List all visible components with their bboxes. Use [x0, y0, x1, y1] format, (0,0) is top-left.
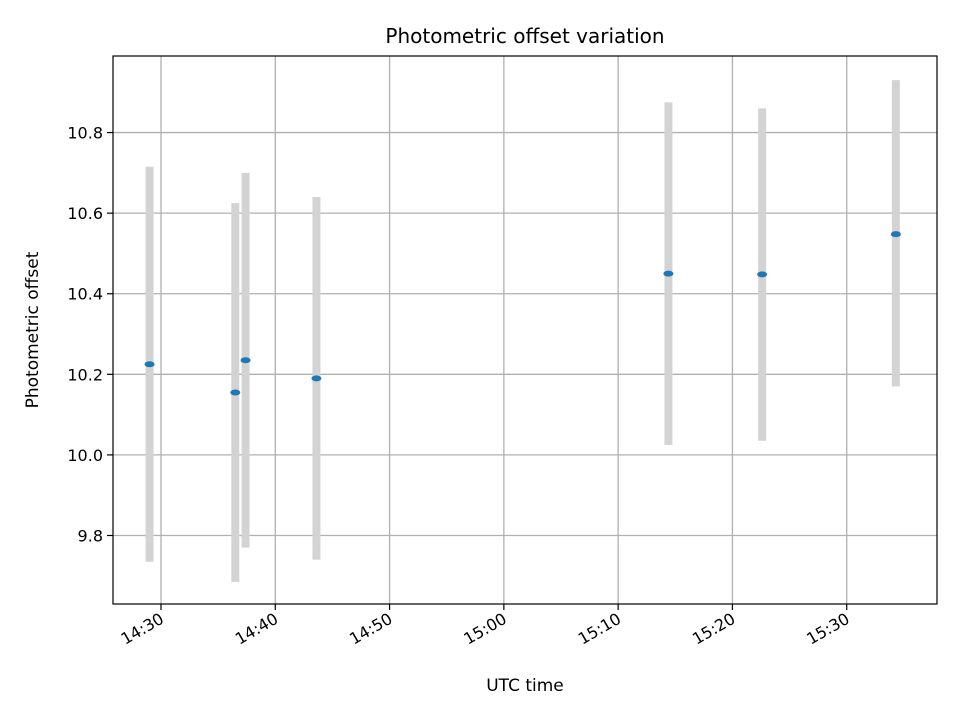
x-tick-label: 15:00	[460, 609, 509, 649]
chart-title: Photometric offset variation	[385, 24, 664, 48]
y-axis-label: Photometric offset	[23, 251, 43, 408]
x-tick-label: 15:20	[689, 609, 738, 649]
x-axis-label: UTC time	[486, 676, 564, 696]
y-tick-label: 10.6	[67, 204, 103, 223]
y-tick-label: 10.2	[67, 365, 103, 384]
y-tick-label: 10.0	[67, 446, 103, 465]
data-point	[144, 361, 155, 368]
data-point	[311, 375, 322, 382]
plot-frame	[112, 55, 938, 605]
y-tick-label: 10.4	[67, 285, 103, 304]
y-tick-label: 10.8	[67, 124, 103, 143]
data-points	[144, 231, 901, 396]
data-point	[757, 271, 768, 278]
axis-ticks	[107, 131, 848, 610]
x-tick-label: 14:30	[118, 609, 167, 649]
grid	[113, 56, 937, 604]
data-point	[240, 357, 251, 364]
data-point	[230, 389, 241, 396]
tick-labels: 14:30 14:40 14:50 15:00 15:10 15:20 15:30 9.8 10…	[67, 124, 852, 649]
data-point	[890, 231, 901, 238]
x-tick-label: 14:50	[346, 609, 395, 649]
x-tick-label: 15:30	[803, 609, 852, 649]
data-point	[663, 270, 674, 277]
x-tick-label: 14:40	[232, 609, 281, 649]
error-bars	[145, 80, 900, 582]
x-tick-label: 15:10	[575, 609, 624, 649]
y-tick-label: 9.8	[78, 527, 103, 546]
